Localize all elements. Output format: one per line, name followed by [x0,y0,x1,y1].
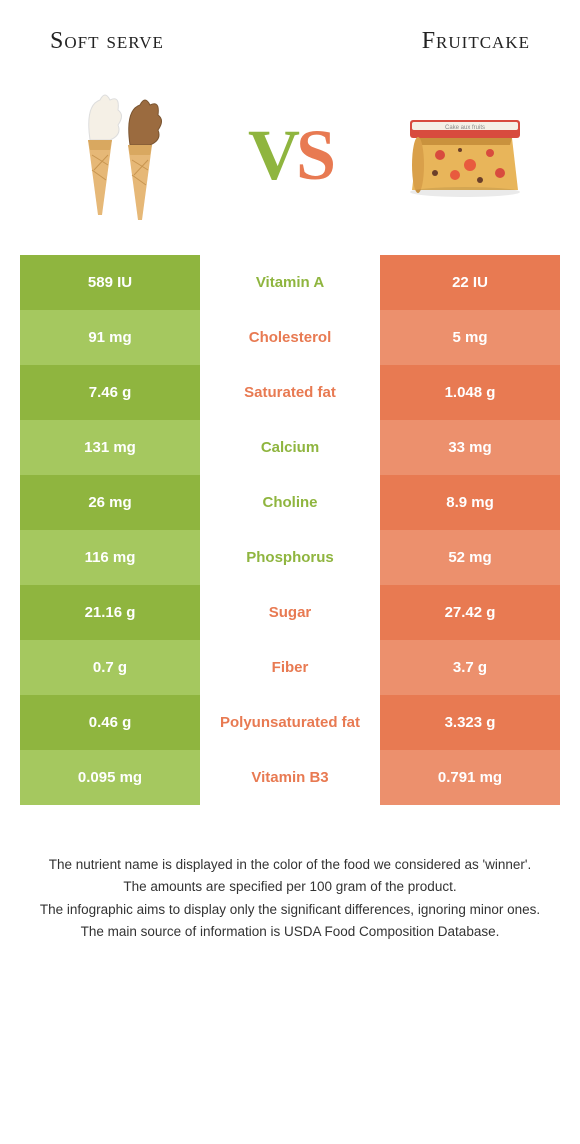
left-value: 589 IU [20,255,200,310]
nutrient-label: Vitamin B3 [200,750,380,805]
left-value: 0.7 g [20,640,200,695]
fruitcake-image: Cake aux fruits [390,85,540,225]
nutrition-table: 589 IUVitamin A22 IU91 mgCholesterol5 mg… [20,255,560,805]
table-row: 26 mgCholine8.9 mg [20,475,560,530]
nutrient-label: Sugar [200,585,380,640]
footer-line: The nutrient name is displayed in the co… [30,855,550,875]
left-value: 7.46 g [20,365,200,420]
table-row: 0.46 gPolyunsaturated fat3.323 g [20,695,560,750]
vs-v: V [248,115,296,195]
left-value: 91 mg [20,310,200,365]
table-row: 91 mgCholesterol5 mg [20,310,560,365]
nutrient-label: Choline [200,475,380,530]
right-value: 8.9 mg [380,475,560,530]
table-row: 131 mgCalcium33 mg [20,420,560,475]
table-row: 589 IUVitamin A22 IU [20,255,560,310]
header: Soft serve Fruitcake [0,0,580,65]
right-title: Fruitcake [422,28,530,55]
table-row: 0.7 gFiber3.7 g [20,640,560,695]
left-value: 0.46 g [20,695,200,750]
table-row: 0.095 mgVitamin B30.791 mg [20,750,560,805]
svg-text:Cake aux fruits: Cake aux fruits [445,125,485,131]
right-value: 1.048 g [380,365,560,420]
footer-line: The infographic aims to display only the… [30,900,550,920]
nutrient-label: Calcium [200,420,380,475]
left-value: 116 mg [20,530,200,585]
left-title: Soft serve [50,28,164,55]
nutrient-label: Saturated fat [200,365,380,420]
nutrient-label: Vitamin A [200,255,380,310]
left-value: 0.095 mg [20,750,200,805]
table-row: 21.16 gSugar27.42 g [20,585,560,640]
right-value: 33 mg [380,420,560,475]
vs-label: VS [248,119,332,191]
right-value: 5 mg [380,310,560,365]
vs-s: S [296,115,332,195]
left-value: 26 mg [20,475,200,530]
footer-line: The main source of information is USDA F… [30,922,550,942]
right-value: 52 mg [380,530,560,585]
nutrient-label: Phosphorus [200,530,380,585]
right-value: 3.7 g [380,640,560,695]
footer-line: The amounts are specified per 100 gram o… [30,877,550,897]
right-value: 0.791 mg [380,750,560,805]
nutrient-label: Polyunsaturated fat [200,695,380,750]
images-row: VS Cake aux fruits [0,65,580,255]
footer: The nutrient name is displayed in the co… [0,805,580,964]
left-value: 21.16 g [20,585,200,640]
nutrient-label: Fiber [200,640,380,695]
nutrient-label: Cholesterol [200,310,380,365]
right-value: 27.42 g [380,585,560,640]
soft-serve-image [40,85,190,225]
right-value: 3.323 g [380,695,560,750]
right-value: 22 IU [380,255,560,310]
left-value: 131 mg [20,420,200,475]
table-row: 116 mgPhosphorus52 mg [20,530,560,585]
table-row: 7.46 gSaturated fat1.048 g [20,365,560,420]
